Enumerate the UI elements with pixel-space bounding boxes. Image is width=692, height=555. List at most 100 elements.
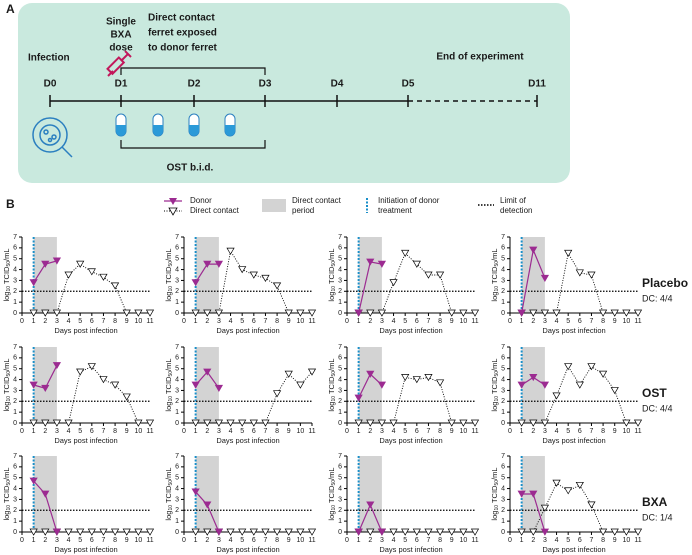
y-axis-label-part: 10	[331, 396, 337, 402]
contact-marker	[366, 309, 375, 317]
contact-marker	[87, 268, 96, 276]
contact-marker	[249, 528, 258, 536]
row-dc: DC: 4/4	[642, 403, 673, 413]
series-line	[521, 365, 638, 424]
legend-label: Initiation of donor	[378, 196, 440, 205]
contact-bracket	[120, 67, 266, 75]
x-tick-label: 1	[194, 537, 198, 544]
x-tick-label: 3	[543, 537, 547, 544]
x-tick-label: 3	[55, 537, 59, 544]
y-tick-label: 5	[175, 366, 179, 373]
contact-marker	[575, 269, 584, 277]
y-tick-label: 2	[13, 507, 17, 514]
panel-label: A	[6, 2, 15, 16]
x-tick-label: 7	[102, 537, 106, 544]
y-tick-label: 6	[338, 464, 342, 471]
contact-marker	[122, 528, 131, 536]
donor-marker	[191, 381, 200, 389]
contact-marker	[134, 528, 143, 536]
x-tick-label: 10	[622, 318, 630, 325]
syringe-icon	[106, 50, 132, 77]
contact-marker	[447, 419, 456, 427]
y-axis-label-part: /mL	[490, 467, 499, 480]
x-tick-label: 4	[67, 318, 71, 325]
x-tick-label: 1	[520, 537, 524, 544]
y-tick-label: 2	[338, 398, 342, 405]
x-tick-label: 11	[634, 428, 641, 435]
contact-marker	[389, 419, 398, 427]
x-tick-label: 11	[308, 537, 315, 544]
day-label: D2	[188, 79, 201, 90]
contact-marker	[389, 279, 398, 287]
y-axis-label-part: /mL	[490, 358, 499, 371]
y-tick-label: 4	[338, 376, 342, 383]
y-axis-label-part: 10	[6, 286, 12, 292]
x-tick-label: 6	[252, 428, 256, 435]
contact-marker	[401, 374, 410, 382]
x-tick-label: 2	[368, 537, 372, 544]
contact-period	[521, 237, 545, 313]
contact-marker	[564, 487, 573, 495]
x-axis-label: Days post infection	[54, 326, 117, 335]
x-tick-label: 0	[20, 318, 24, 325]
x-tick-label: 2	[43, 428, 47, 435]
day-label: D3	[259, 79, 272, 90]
x-tick-label: 2	[205, 537, 209, 544]
donor-marker	[377, 528, 387, 536]
contact-label: to donor ferret	[148, 43, 218, 54]
x-tick-label: 11	[308, 428, 315, 435]
contact-marker	[272, 528, 282, 536]
contact-marker	[517, 528, 526, 536]
y-axis-label-part: 10	[494, 286, 500, 292]
legend-contact-marker	[168, 207, 178, 216]
x-tick-label: 7	[264, 318, 268, 325]
x-tick-label: 9	[450, 318, 454, 325]
contact-marker	[29, 528, 38, 536]
y-tick-label: 7	[13, 234, 17, 241]
y-axis-label-part: /mL	[164, 248, 173, 261]
y-tick-label: 3	[338, 277, 342, 284]
legend-label: treatment	[378, 206, 413, 215]
y-axis-label-part: /mL	[490, 248, 499, 261]
contact-marker	[401, 528, 410, 536]
x-tick-label: 3	[380, 537, 384, 544]
y-axis-label-part: log	[490, 511, 499, 521]
x-tick-label: 11	[471, 428, 478, 435]
contact-marker	[575, 481, 584, 490]
y-tick-label: 2	[175, 398, 179, 405]
y-tick-label: 4	[501, 376, 505, 383]
day-label: D5	[402, 79, 415, 90]
contact-marker	[610, 528, 619, 536]
contact-marker	[633, 309, 643, 317]
contact-marker	[587, 271, 596, 279]
y-axis-label-part: 50	[168, 480, 174, 486]
y-tick-label: 4	[175, 485, 179, 492]
y-tick-label: 4	[175, 266, 179, 273]
y-axis-label-part: TCID	[2, 485, 11, 505]
y-axis-label: log10 TCID50/mL	[2, 467, 12, 520]
x-tick-label: 6	[90, 318, 94, 325]
contact-period	[195, 456, 219, 532]
contact-marker	[87, 363, 96, 371]
x-tick-label: 8	[601, 428, 605, 435]
x-tick-label: 6	[578, 428, 582, 435]
y-axis-label: log10 TCID50/mL	[164, 467, 174, 520]
y-tick-label: 3	[13, 496, 17, 503]
y-axis-label-part: 50	[6, 371, 12, 377]
x-tick-label: 6	[578, 318, 582, 325]
y-axis-label: log10 TCID50/mL	[164, 248, 174, 301]
contact-marker	[529, 528, 538, 536]
donor-marker	[366, 258, 375, 266]
contact-marker	[122, 393, 131, 401]
bxa-label: BXA	[110, 30, 131, 41]
donor-marker	[529, 246, 538, 254]
y-tick-label: 6	[338, 245, 342, 252]
contact-marker	[29, 309, 38, 317]
contact-marker	[435, 528, 445, 536]
donor-marker	[203, 501, 212, 509]
contact-marker	[296, 528, 305, 536]
y-axis-label-part: /mL	[164, 467, 173, 480]
y-tick-label: 1	[175, 299, 179, 306]
y-tick-label: 0	[338, 420, 342, 427]
